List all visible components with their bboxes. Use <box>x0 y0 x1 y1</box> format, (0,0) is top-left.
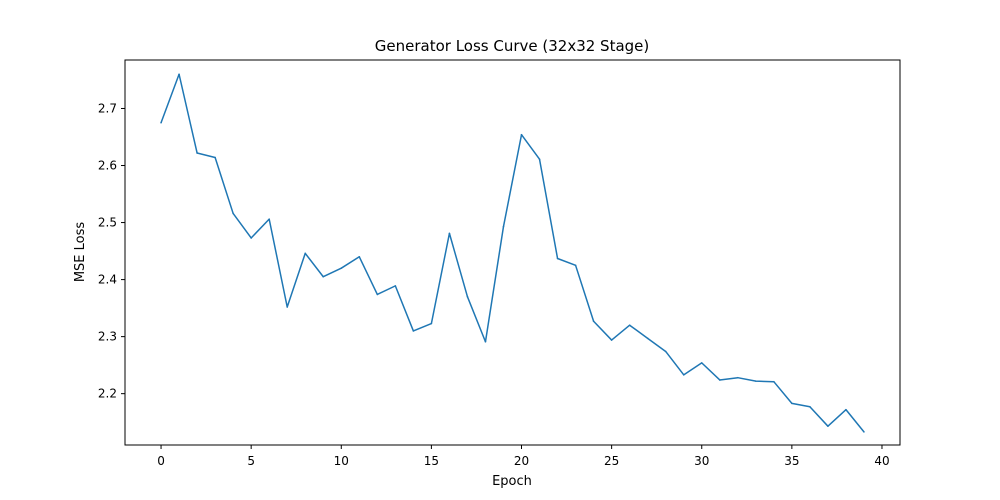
data-point <box>178 73 180 76</box>
data-point <box>827 425 829 427</box>
x-tick-label: 10 <box>334 454 349 468</box>
x-tick-label: 35 <box>784 454 799 468</box>
data-point <box>610 339 613 341</box>
data-point <box>340 267 343 269</box>
x-tick-label: 40 <box>874 454 889 468</box>
y-axis-label: MSE Loss <box>73 222 88 283</box>
data-point <box>736 376 739 379</box>
y-tick-label: 2.5 <box>98 216 117 230</box>
x-tick-label: 20 <box>514 454 529 468</box>
data-point <box>376 293 379 296</box>
data-point <box>412 330 415 332</box>
plot-frame <box>124 59 901 446</box>
data-point <box>809 405 811 408</box>
x-tick-label: 30 <box>694 454 709 468</box>
data-point <box>556 257 559 260</box>
x-tick-label: 5 <box>247 454 255 468</box>
y-tick-label: 2.2 <box>98 387 117 401</box>
data-point <box>574 264 577 267</box>
data-point <box>250 237 252 239</box>
data-point <box>700 362 703 364</box>
data-point <box>358 255 361 258</box>
data-point <box>773 380 775 383</box>
data-point <box>520 133 523 136</box>
data-point <box>863 431 865 433</box>
data-point <box>160 121 162 124</box>
data-point <box>791 402 793 405</box>
data-point <box>448 232 451 235</box>
data-point <box>304 252 307 255</box>
data-point <box>682 374 685 376</box>
x-tick-label: 0 <box>157 454 165 468</box>
y-tick-label: 2.6 <box>98 159 117 173</box>
series-line <box>160 73 865 433</box>
y-tick-label: 2.4 <box>98 273 117 287</box>
data-point <box>628 324 631 327</box>
data-point <box>268 218 270 220</box>
y-tick-label: 2.3 <box>98 330 117 344</box>
x-tick-label: 25 <box>604 454 619 468</box>
data-point <box>286 306 289 308</box>
x-axis-label: Epoch <box>492 474 532 489</box>
data-point <box>646 337 649 340</box>
data-point <box>322 275 325 278</box>
data-point <box>845 408 847 411</box>
data-point <box>430 322 433 325</box>
y-tick-label: 2.7 <box>98 101 117 115</box>
data-point <box>538 158 541 161</box>
x-tick-label: 15 <box>424 454 439 468</box>
data-point <box>394 285 397 287</box>
data-point <box>466 295 469 298</box>
data-point <box>718 379 721 381</box>
data-point <box>232 212 234 215</box>
data-point <box>196 152 198 154</box>
data-point <box>502 225 505 228</box>
ticks-layer: 0 5 10 15 20 25 30 35 40 2.2 2.3 2.4 2.5 2.6 2.7 <box>98 101 890 468</box>
data-point <box>664 350 667 353</box>
points-layer <box>160 73 865 433</box>
data-point <box>592 320 595 323</box>
data-point <box>484 340 487 343</box>
chart-title: Generator Loss Curve (32x32 Stage) <box>375 37 650 55</box>
data-point <box>755 380 757 382</box>
data-point <box>214 156 216 159</box>
